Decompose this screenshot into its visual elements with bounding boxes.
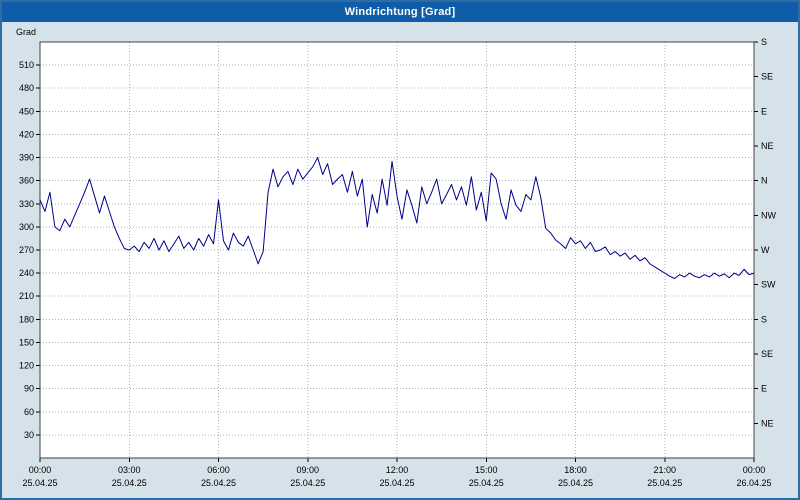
y-axis-title: Grad [16,27,36,37]
x-tick-date-label: 26.04.25 [736,478,771,488]
x-tick-time-label: 12:00 [386,465,409,475]
right-axis-label: SE [761,349,773,359]
chart-area: 30 60 90 120 150 180 210 240 270 300 330 360 390 420 4… [2,22,798,498]
x-tick-date-label: 25.04.25 [201,478,236,488]
right-axis-label: N [761,176,768,186]
right-axis-label: E [761,106,767,116]
y-tick-label: 90 [24,384,34,394]
x-tick-date-label: 25.04.25 [112,478,147,488]
right-axis-label: S [761,314,767,324]
right-axis-label: E [761,384,767,394]
x-tick-date-label: 25.04.25 [379,478,414,488]
plot-border [39,41,755,459]
y-tick-label: 270 [19,245,34,255]
right-axis-label: NE [761,141,774,151]
right-axis-label: SE [761,72,773,82]
y-tick-label: 210 [19,291,34,301]
x-tick-time-label: 00:00 [29,465,52,475]
y-tick-label: 480 [19,83,34,93]
x-tick-date-label: 25.04.25 [22,478,57,488]
y-tick-label: 300 [19,222,34,232]
window-title-bar: Windrichtung [Grad] [2,2,798,22]
x-tick-time-label: 00:00 [743,465,766,475]
y-tick-label: 390 [19,153,34,163]
wind-direction-chart-canvas: 30 60 90 120 150 180 210 240 270 300 330 360 390 420 4… [16,27,776,488]
x-tick-date-label: 25.04.25 [647,478,682,488]
x-tick-time-label: 09:00 [296,465,319,475]
x-tick-date-label: 25.04.25 [469,478,504,488]
y-tick-label: 510 [19,60,34,70]
x-tick-date-label: 25.04.25 [558,478,593,488]
y-tick-label: 450 [19,106,34,116]
right-axis-label: W [761,245,770,255]
y-tick-label: 60 [24,407,34,417]
window-title: Windrichtung [Grad] [344,6,456,18]
x-tick-time-label: 18:00 [564,465,587,475]
right-axis-label: NE [761,418,774,428]
y-tick-label: 120 [19,361,34,371]
y-tick-label: 240 [19,268,34,278]
right-axis-label: NW [761,210,776,220]
y-tick-label: 420 [19,129,34,139]
wind-direction-series-line [39,157,755,279]
x-tick-time-label: 03:00 [118,465,141,475]
x-tick-date-label: 25.04.25 [290,478,325,488]
right-axis-label: SW [761,280,776,290]
x-tick-time-label: 06:00 [207,465,230,475]
right-axis-label: S [761,37,767,47]
x-tick-time-label: 15:00 [475,465,498,475]
y-tick-label: 150 [19,337,34,347]
y-tick-label: 30 [24,430,34,440]
y-tick-label: 330 [19,199,34,209]
y-tick-label: 180 [19,314,34,324]
x-tick-time-label: 21:00 [653,465,676,475]
y-tick-label: 360 [19,176,34,186]
